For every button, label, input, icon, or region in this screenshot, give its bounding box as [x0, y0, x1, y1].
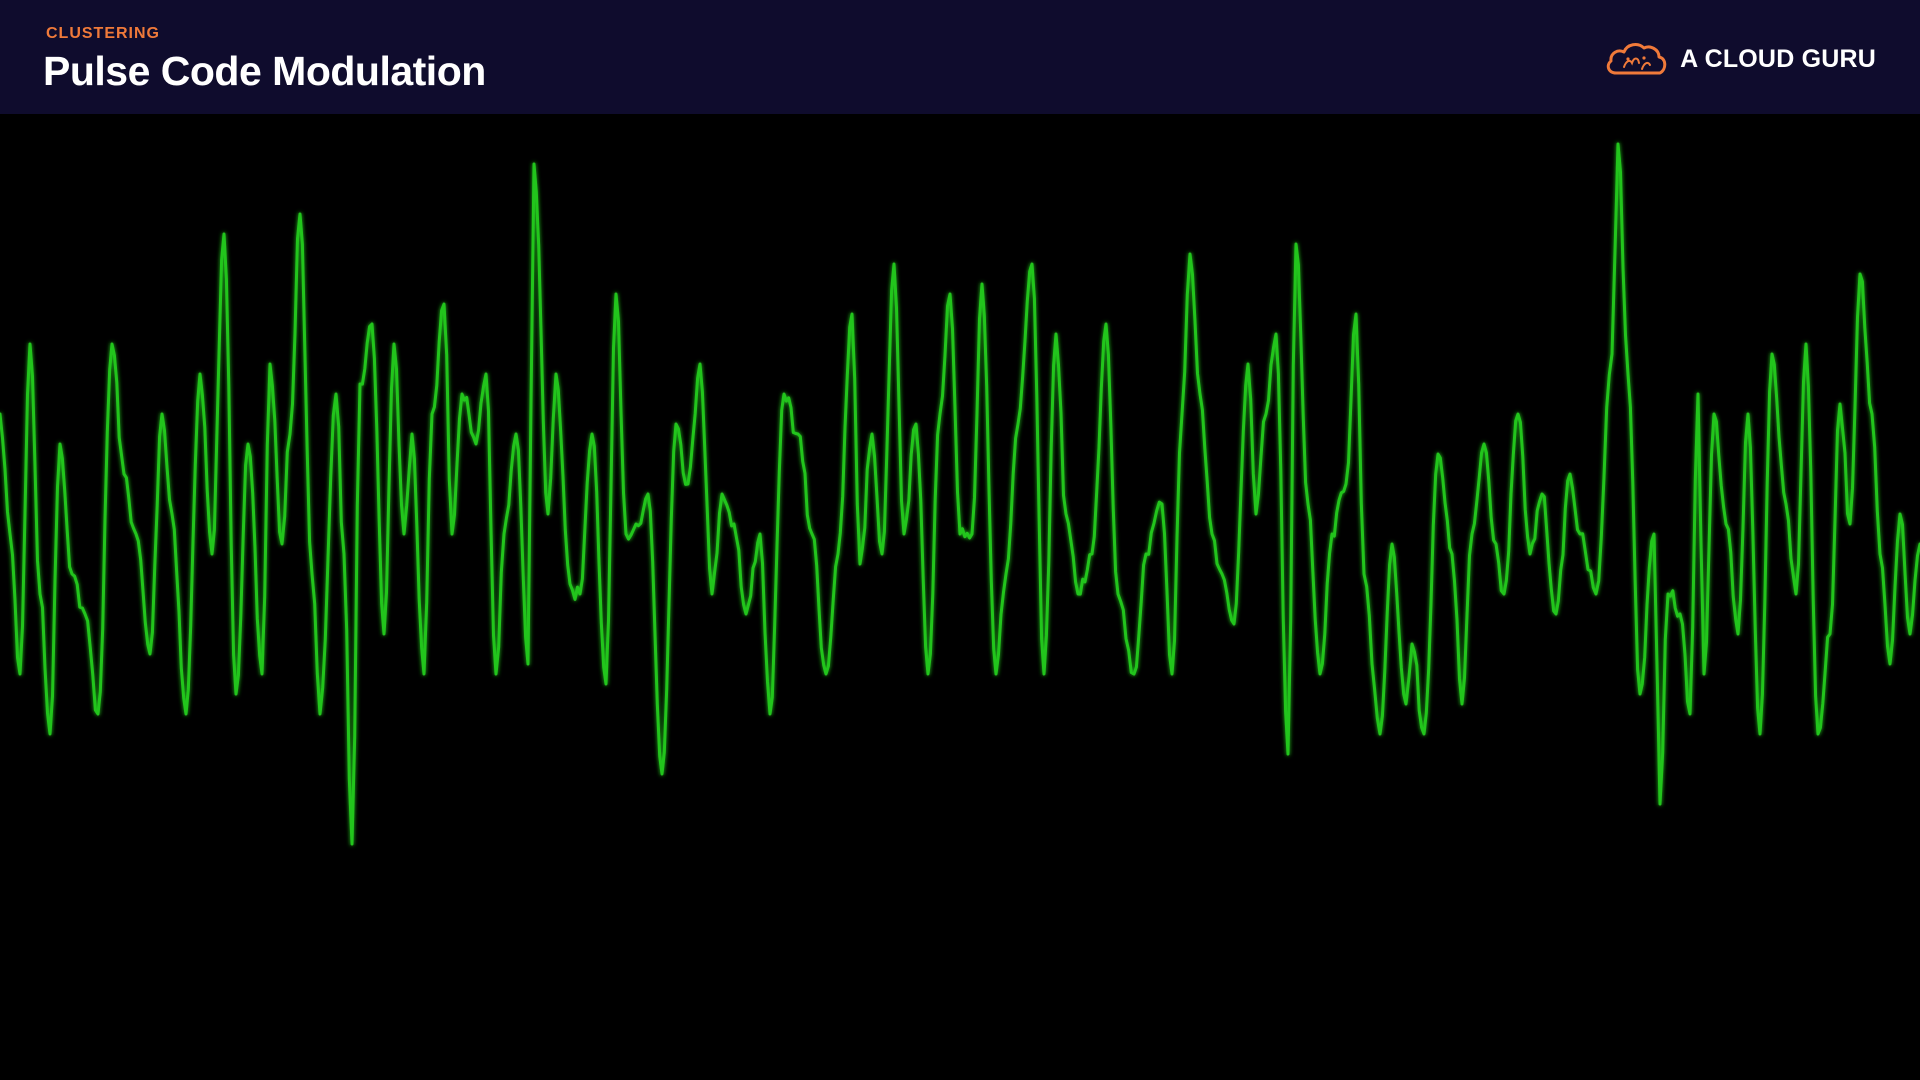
brand-name: A CLOUD GURU: [1680, 44, 1876, 73]
section-label: CLUSTERING: [46, 25, 160, 42]
page-title: Pulse Code Modulation: [43, 48, 486, 94]
cloud-logo-icon: [1606, 43, 1667, 75]
waveform-graphic: [0, 142, 1920, 846]
waveform-display: [0, 114, 1920, 1080]
waveform-line: [0, 142, 1920, 846]
header-bar: CLUSTERING Pulse Code Modulation A CLOUD…: [0, 0, 1920, 114]
brand: A CLOUD GURU: [1604, 36, 1876, 82]
